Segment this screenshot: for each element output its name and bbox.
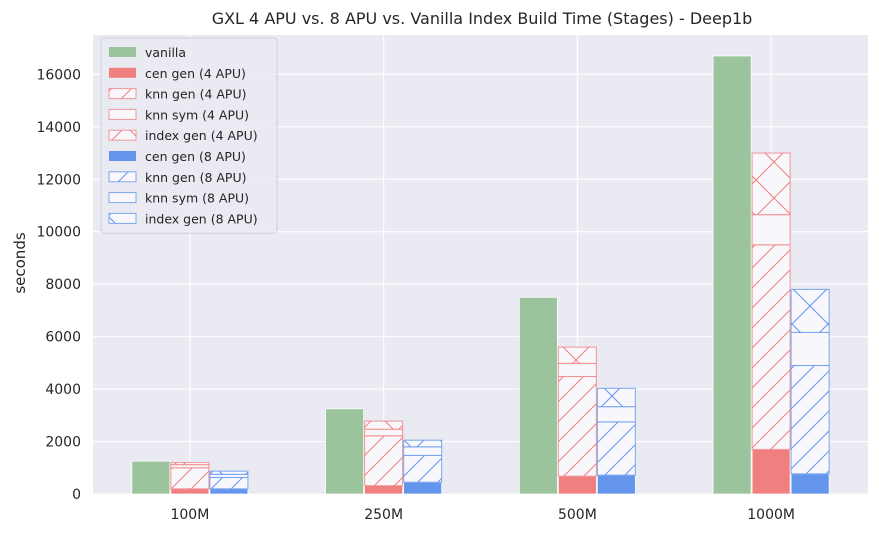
bar-index-gen-4-apu--1000m: [751, 152, 791, 216]
chart-title: GXL 4 APU vs. 8 APU vs. Vanilla Index Bu…: [212, 9, 753, 28]
bar-index-gen-4-apu--500m: [557, 346, 597, 364]
bar-index-gen-8-apu--500m: [596, 387, 636, 408]
bar-knn-gen-4-apu--500m: [557, 375, 597, 477]
bar-index-gen-8-apu--250m: [403, 439, 443, 448]
bar-knn-gen-8-apu--250m: [403, 454, 443, 483]
bar-cen-gen-4-apu--100m: [170, 488, 210, 495]
y-tick-label: 2000: [45, 435, 81, 451]
y-tick-label: 10000: [36, 225, 81, 241]
bar-index-gen-4-apu--250m: [364, 420, 404, 430]
legend-swatch: [108, 108, 137, 120]
legend-swatch: [109, 47, 136, 57]
bar-knn-sym-8-apu--500m: [596, 406, 636, 423]
legend-swatch: [109, 67, 136, 78]
legend-swatch: [109, 151, 136, 161]
y-axis-label: seconds: [11, 232, 29, 293]
bar-knn-gen-4-apu--1000m: [751, 244, 791, 450]
bar-knn-sym-8-apu--250m: [403, 446, 443, 456]
legend-label: knn gen (8 APU): [145, 170, 247, 185]
bar-index-gen-8-apu--100m: [209, 470, 249, 475]
legend-swatch: [108, 129, 137, 141]
x-tick-label: 250M: [364, 507, 403, 523]
bar-knn-sym-4-apu--1000m: [751, 214, 791, 246]
bar-cen-gen-8-apu--100m: [209, 488, 249, 495]
bar-vanilla-250m: [325, 408, 365, 495]
bar-vanilla-1000m: [712, 55, 752, 495]
bar-knn-sym-8-apu--1000m: [790, 331, 830, 367]
bar-knn-gen-8-apu--500m: [596, 421, 636, 476]
bar-knn-gen-4-apu--100m: [170, 467, 210, 490]
bar-cen-gen-8-apu--1000m: [790, 473, 830, 495]
legend-label: knn sym (4 APU): [145, 107, 249, 122]
bar-index-gen-8-apu--1000m: [790, 288, 830, 333]
bar-cen-gen-4-apu--500m: [557, 475, 597, 495]
y-tick-label: 14000: [36, 120, 81, 136]
x-tick-label: 100M: [170, 507, 209, 523]
legend-label: cen gen (4 APU): [145, 66, 246, 81]
y-tick-label: 12000: [36, 172, 81, 188]
bar-knn-gen-8-apu--100m: [209, 476, 249, 490]
legend: vanilla cen gen (4 APU) knn gen (4 APU) knn…: [100, 37, 278, 234]
bar-cen-gen-4-apu--1000m: [751, 449, 791, 495]
bar-knn-sym-4-apu--250m: [364, 428, 404, 437]
bar-vanilla-100m: [131, 460, 171, 495]
y-tick-label: 0: [72, 487, 81, 503]
bar-vanilla-500m: [518, 296, 558, 495]
bar-knn-gen-4-apu--250m: [364, 435, 404, 487]
bar-knn-sym-4-apu--500m: [557, 362, 597, 378]
legend-label: knn sym (8 APU): [145, 191, 249, 206]
legend-label: vanilla: [145, 45, 186, 60]
y-tick-label: 6000: [45, 330, 81, 346]
y-tick-label: 4000: [45, 382, 81, 398]
bar-cen-gen-8-apu--500m: [596, 474, 636, 495]
tick-labels: 0 2000 4000 6000 8000 10000 12000 14000 16000 100…: [36, 67, 795, 523]
x-tick-label: 1000M: [747, 507, 795, 523]
x-tick-label: 500M: [558, 507, 597, 523]
bar-knn-gen-8-apu--1000m: [790, 364, 830, 475]
legend-label: index gen (4 APU): [145, 128, 258, 143]
legend-label: index gen (8 APU): [145, 211, 258, 226]
legend-swatch: [108, 192, 137, 204]
y-tick-label: 16000: [36, 67, 81, 83]
bar-cen-gen-4-apu--250m: [364, 485, 404, 495]
y-tick-label: 8000: [45, 277, 81, 293]
bar-cen-gen-8-apu--250m: [403, 481, 443, 495]
legend-frame: [100, 37, 278, 234]
bars: [131, 55, 830, 495]
legend-swatch: [108, 88, 137, 100]
legend-label: cen gen (8 APU): [145, 149, 246, 164]
bar-index-gen-4-apu--100m: [170, 461, 210, 466]
legend-swatch: [108, 212, 137, 224]
legend-label: knn gen (4 APU): [145, 87, 247, 102]
legend-swatch: [108, 171, 137, 183]
